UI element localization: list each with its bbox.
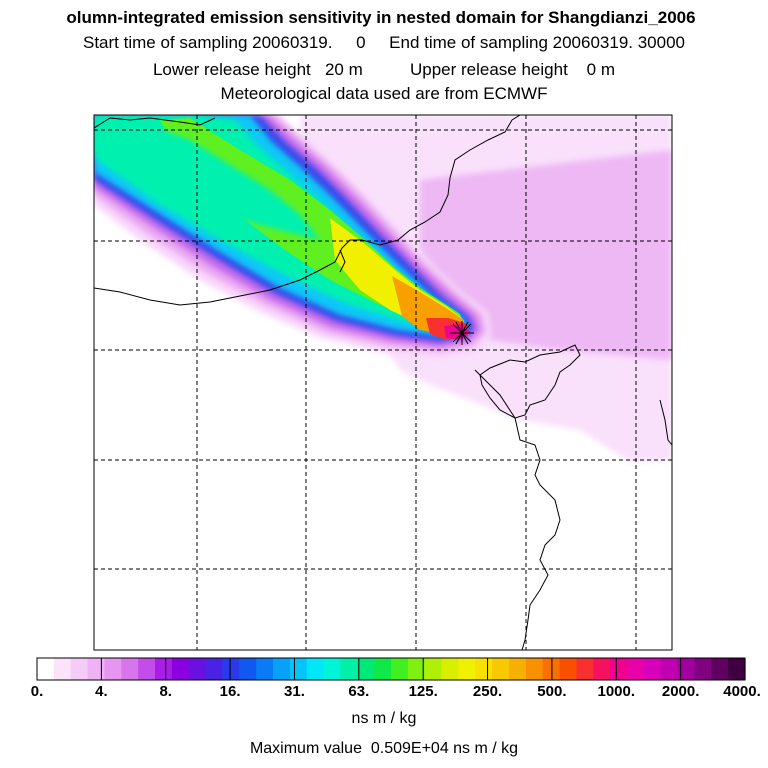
colorbar-tick-label: 8. <box>159 683 172 700</box>
colorbar-swatch <box>239 658 257 680</box>
coastline <box>94 117 216 129</box>
colorbar-swatch <box>188 658 207 680</box>
colorbar-swatch <box>222 658 240 680</box>
colorbar-swatch <box>256 658 274 680</box>
colorbar-tick-label: 125. <box>408 683 438 700</box>
plume <box>94 115 492 358</box>
colorbar-swatch <box>357 658 375 680</box>
sampling-time-info: Start time of sampling 20060319. 0 End t… <box>83 33 685 52</box>
met-data-info: Meteorological data used are from ECMWF <box>220 84 548 103</box>
border-line <box>479 344 581 419</box>
colorbar-swatch <box>643 658 662 680</box>
colorbar-tick-label: 0. <box>30 683 44 700</box>
colorbar-frame <box>36 657 746 681</box>
star-marker <box>450 321 474 345</box>
colorbar-swatch <box>273 658 291 680</box>
colorbar-units: ns m / kg <box>351 710 417 727</box>
colorbar-swatch <box>475 658 493 680</box>
colorbar-swatch <box>627 658 645 680</box>
colorbar-swatch <box>391 658 409 680</box>
colorbar-swatch <box>340 658 358 680</box>
colorbar-swatch <box>509 658 527 680</box>
colorbar-swatch <box>492 658 510 680</box>
coastline <box>339 249 346 273</box>
colorbar-tick-label: 2000. <box>661 683 700 700</box>
colorbar-tick-label: 4000. <box>723 683 761 700</box>
coastline <box>474 369 561 650</box>
plot-title: olumn-integrated emission sensitivity in… <box>66 8 696 27</box>
coastline <box>659 399 672 446</box>
graticule <box>94 115 672 650</box>
coastlines <box>94 115 672 650</box>
sensitivity-field <box>94 115 672 462</box>
colorbar-swatch <box>121 658 139 680</box>
colorbar-swatch <box>205 658 224 680</box>
colorbar-swatch <box>306 658 325 680</box>
colorbar-tick-label: 63. <box>348 683 370 700</box>
colorbar-swatch <box>171 658 190 680</box>
colorbar-swatch <box>53 658 72 680</box>
colorbar-swatch <box>576 658 594 680</box>
colorbar-swatch <box>323 658 342 680</box>
colorbar-swatch <box>424 658 443 680</box>
low-sensitivity-region-2 <box>420 150 672 360</box>
coastline <box>94 115 521 306</box>
colorbar-swatch <box>593 658 611 680</box>
colorbar-swatch <box>694 658 712 680</box>
colorbar-swatch <box>289 658 308 680</box>
colorbar-tick-label: 31. <box>284 683 305 700</box>
colorbar-tick-label: 500. <box>537 683 567 700</box>
colorbar-swatch <box>155 658 173 680</box>
colorbar-swatch <box>87 658 106 680</box>
plume-core <box>94 120 320 240</box>
colorbar-tick-label: 16. <box>219 683 241 700</box>
colorbar-tick-label: 250. <box>472 683 503 700</box>
colorbar-swatch <box>37 658 55 680</box>
colorbar-swatch <box>138 658 156 680</box>
colorbar <box>37 658 746 680</box>
colorbar-swatch <box>728 658 746 680</box>
colorbar-swatch <box>70 658 89 680</box>
release-height-info: Lower release height 20 m Upper release … <box>152 60 616 79</box>
colorbar-swatch <box>525 658 544 680</box>
colorbar-swatch <box>610 658 628 680</box>
colorbar-swatch <box>559 658 578 680</box>
colorbar-swatch <box>660 658 679 680</box>
colorbar-swatch <box>677 658 696 680</box>
colorbar-swatch <box>711 658 729 680</box>
colorbar-swatch <box>458 658 476 680</box>
colorbar-tick-label: 1000. <box>597 683 636 700</box>
colorbar-swatch <box>441 658 460 680</box>
colorbar-swatch <box>104 658 122 680</box>
colorbar-swatch <box>374 658 392 680</box>
marker-stroke <box>455 321 469 345</box>
colorbar-swatch <box>407 658 426 680</box>
colorbar-tick-label: 4. <box>95 683 108 700</box>
map-frame <box>93 114 673 651</box>
max-value-label: Maximum value 0.509E+04 ns m / kg <box>249 740 519 757</box>
